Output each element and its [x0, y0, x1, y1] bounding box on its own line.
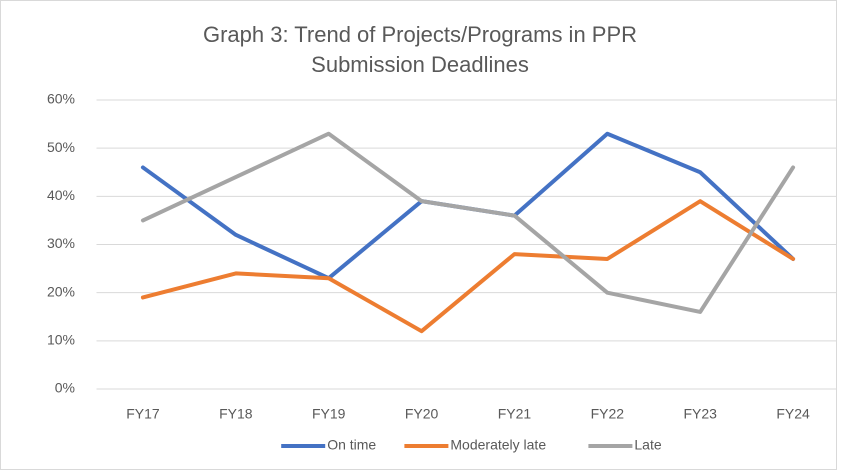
x-tick-label: FY22 [591, 406, 625, 422]
y-tick-label: 20% [47, 283, 75, 299]
legend-label: On time [327, 437, 376, 453]
y-tick-label: 10% [47, 332, 75, 348]
x-tick-label: FY23 [683, 406, 717, 422]
series-line [140, 131, 796, 314]
x-tick-label: FY17 [126, 406, 160, 422]
y-tick-label: 30% [47, 235, 75, 251]
y-tick-label: 50% [47, 139, 75, 155]
legend-label: Late [634, 437, 661, 453]
legend-label: Moderately late [450, 437, 546, 453]
chart-title: Graph 3: Trend of Projects/Programs in P… [202, 22, 638, 77]
series-line [140, 199, 796, 334]
x-tick-label: FY21 [498, 406, 532, 422]
x-tick-label: FY18 [219, 406, 253, 422]
x-tick-label: FY20 [405, 406, 439, 422]
y-tick-label: 40% [47, 187, 75, 203]
x-tick-label: FY19 [312, 406, 346, 422]
y-tick-label: 0% [55, 380, 75, 396]
y-tick-label: 60% [47, 91, 75, 107]
x-tick-label: FY24 [776, 406, 810, 422]
